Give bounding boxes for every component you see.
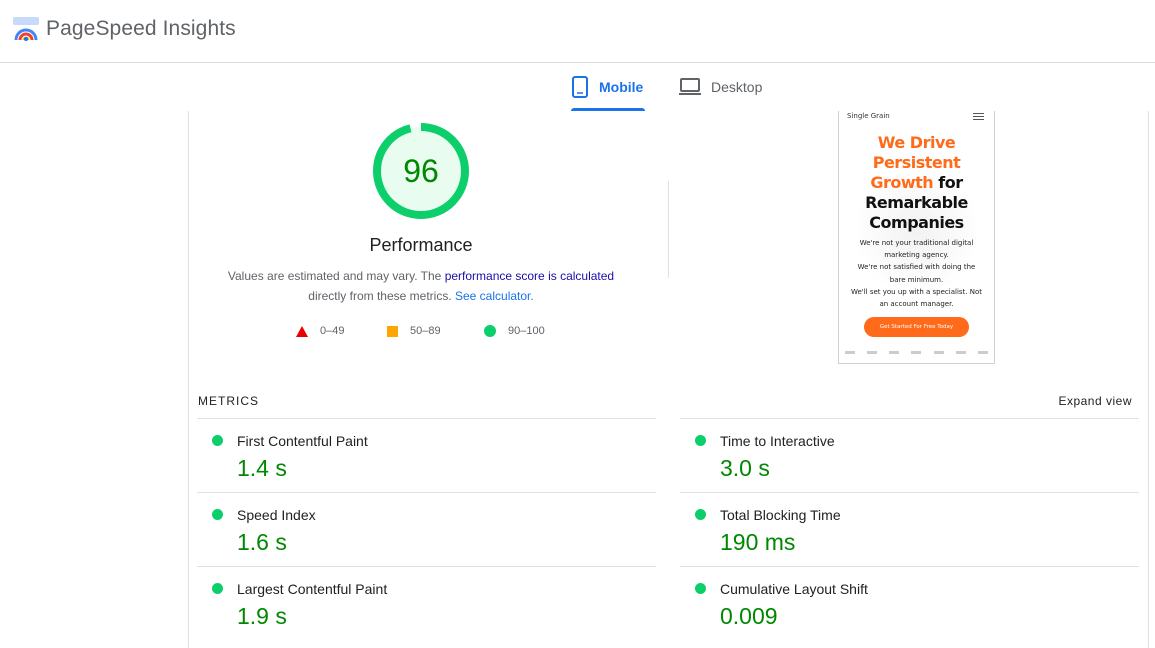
- score-legend: 0–49 50–89 90–100: [189, 325, 653, 341]
- legend-pass: 90–100: [484, 325, 545, 337]
- description-text-2: directly from these metrics.: [308, 289, 452, 303]
- preview-background-shape: [857, 161, 977, 301]
- headline-line-1: We Drive: [877, 133, 956, 152]
- metric-name: Largest Contentful Paint: [237, 581, 388, 597]
- circle-icon: [484, 325, 496, 337]
- app-title[interactable]: PageSpeed Insights: [46, 17, 236, 40]
- triangle-icon: [296, 325, 308, 337]
- metric-value: 1.6 s: [237, 529, 287, 555]
- metrics-column-right: Time to Interactive 3.0 s Total Blocking…: [680, 418, 1139, 640]
- tab-mobile[interactable]: Mobile: [571, 63, 645, 111]
- pagespeed-logo-icon[interactable]: [12, 16, 40, 44]
- metric-value: 1.4 s: [237, 455, 287, 481]
- vertical-divider: [668, 181, 669, 278]
- tab-desktop[interactable]: Desktop: [679, 63, 762, 111]
- metric-first-contentful-paint: First Contentful Paint 1.4 s: [197, 418, 656, 492]
- top-bar: PageSpeed Insights: [0, 0, 1155, 63]
- pass-circle-icon: [212, 583, 223, 594]
- see-calculator-link[interactable]: See calculator.: [455, 289, 534, 303]
- tab-mobile-label: Mobile: [599, 79, 644, 95]
- legend-average-range: 50–89: [410, 325, 441, 337]
- performance-score-link[interactable]: performance score is calculated: [444, 269, 615, 283]
- gauge-arc: [373, 123, 469, 219]
- metric-name: Total Blocking Time: [720, 507, 841, 523]
- headline-line-3a: Growth: [870, 173, 934, 192]
- legend-pass-range: 90–100: [508, 325, 545, 337]
- metric-value: 3.0 s: [720, 455, 770, 481]
- performance-gauge: [373, 123, 469, 219]
- metric-total-blocking-time: Total Blocking Time 190 ms: [680, 492, 1139, 566]
- tab-desktop-label: Desktop: [711, 79, 763, 95]
- headline-line-5: Companies: [869, 213, 964, 232]
- preview-body-3: We'll set you up with a specialist. Not …: [850, 287, 983, 309]
- legend-fail: 0–49: [296, 325, 344, 337]
- phone-icon: [572, 76, 588, 98]
- metric-time-to-interactive: Time to Interactive 3.0 s: [680, 418, 1139, 492]
- preview-headline: We Drive Persistent Growth for Remarkabl…: [839, 133, 994, 233]
- metric-name: Time to Interactive: [720, 433, 835, 449]
- headline-line-3b: for: [933, 173, 963, 192]
- metric-cumulative-layout-shift: Cumulative Layout Shift 0.009: [680, 566, 1139, 640]
- legend-average: 50–89: [387, 325, 441, 337]
- metric-largest-contentful-paint: Largest Contentful Paint 1.9 s: [197, 566, 656, 640]
- preview-brand: Single Grain: [847, 112, 890, 120]
- legend-fail-range: 0–49: [320, 325, 345, 337]
- device-tabs: Mobile Desktop: [0, 63, 1155, 111]
- metrics-column-left: First Contentful Paint 1.4 s Speed Index…: [197, 418, 656, 640]
- hamburger-menu-icon: [973, 111, 984, 120]
- square-icon: [387, 325, 398, 337]
- preview-body-2: We're not satisfied with doing the bare …: [857, 263, 976, 284]
- score-description: Values are estimated and may vary. The p…: [209, 266, 633, 306]
- metric-name: Speed Index: [237, 507, 316, 523]
- expand-view-button[interactable]: Expand view: [1058, 394, 1132, 408]
- page-screenshot-preview: Single Grain We Drive Persistent Growth …: [838, 111, 995, 364]
- headline-line-2: Persistent: [872, 153, 961, 172]
- pass-circle-icon: [212, 435, 223, 446]
- preview-cta-button: Get Started For Free Today: [864, 317, 969, 337]
- laptop-icon: [679, 78, 701, 95]
- metric-value: 1.9 s: [237, 603, 287, 629]
- metrics-heading: METRICS: [198, 394, 259, 408]
- preview-body-1: We're not your traditional digital marke…: [859, 239, 974, 260]
- performance-score: 96: [403, 152, 439, 189]
- headline-line-4: Remarkable: [865, 193, 968, 212]
- pass-circle-icon: [695, 435, 706, 446]
- preview-body: We're not your traditional digital marke…: [849, 237, 984, 310]
- description-text-1: Values are estimated and may vary. The: [227, 269, 442, 283]
- preview-client-logos: [845, 349, 988, 355]
- pass-circle-icon: [695, 509, 706, 520]
- pass-circle-icon: [695, 583, 706, 594]
- pass-circle-icon: [212, 509, 223, 520]
- report-panel: 96 Performance Values are estimated and …: [188, 111, 1149, 648]
- metric-name: First Contentful Paint: [237, 433, 368, 449]
- metric-value: 0.009: [720, 603, 778, 629]
- metric-value: 190 ms: [720, 529, 796, 555]
- metric-name: Cumulative Layout Shift: [720, 581, 868, 597]
- performance-label: Performance: [369, 235, 473, 255]
- metric-speed-index: Speed Index 1.6 s: [197, 492, 656, 566]
